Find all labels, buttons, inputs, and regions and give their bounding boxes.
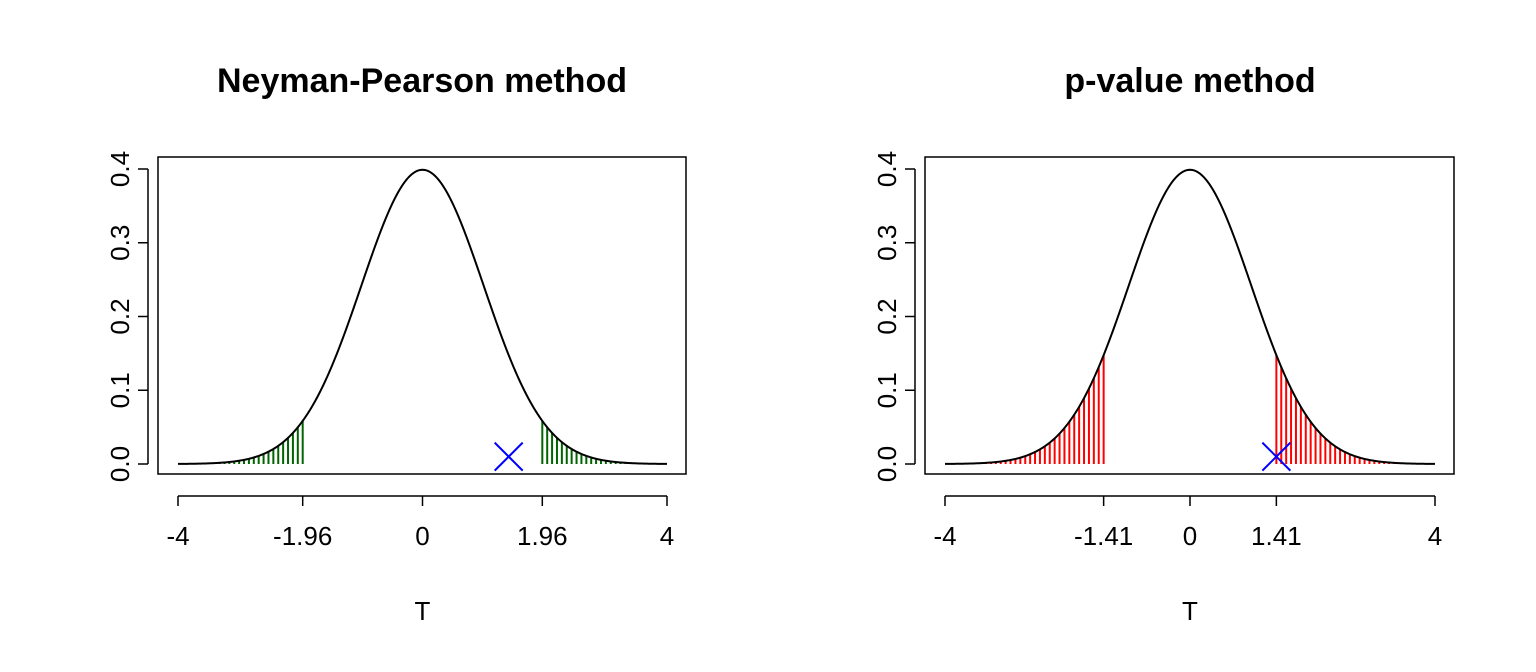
y-tick-label: 0.0 (872, 446, 902, 482)
y-tick-label: 0.4 (872, 151, 902, 187)
y-axis: 0.0 0.1 0.2 0.3 0.4 (872, 151, 916, 482)
x-tick-label: 4 (660, 521, 674, 551)
x-axis: -4 -1.41 0 1.41 4 T (933, 495, 1442, 626)
x-tick-label: 4 (1428, 521, 1442, 551)
plot-frame (924, 156, 1455, 475)
y-tick-label: 0.3 (872, 225, 902, 261)
x-axis: -4 -1.96 0 1.96 4 T (166, 495, 674, 626)
x-tick-label: -1.41 (1074, 521, 1133, 551)
shaded-region-right (541, 420, 666, 464)
x-tick-label: 0 (1183, 521, 1197, 551)
y-tick-label: 0.3 (105, 225, 135, 261)
y-tick-label: 0.1 (872, 372, 902, 408)
marker-stroke (493, 441, 524, 472)
y-tick-label: 0.4 (105, 151, 135, 187)
y-tick-label: 0.1 (105, 372, 135, 408)
x-axis-label: T (415, 596, 431, 626)
panel-p-value: p-value method -4 -1.41 0 1.41 4 T 0.0 0.1 0.2 0.3… (872, 62, 1455, 626)
y-tick-label: 0.2 (872, 298, 902, 334)
panel-neyman-pearson: Neyman-Pearson method-4 -1.96 0 1.96 4T0.00.… (105, 62, 687, 626)
x-tick-label: -4 (166, 521, 189, 551)
y-tick-label: 0.2 (105, 298, 135, 334)
density-curve (177, 168, 668, 465)
x-tick-label: 0 (415, 521, 429, 551)
x-tick-label: -4 (933, 521, 956, 551)
chart-title: p-value method (1064, 62, 1315, 100)
density-curve (944, 168, 1436, 465)
x-tick-label: 1.96 (517, 521, 568, 551)
observed-statistic-marker (1261, 441, 1292, 472)
y-tick-label: 0.0 (105, 446, 135, 482)
x-tick-label: -1.96 (273, 521, 332, 551)
x-tick-label: 1.41 (1251, 521, 1302, 551)
marker-stroke (1261, 441, 1292, 472)
shaded-region-left (179, 420, 304, 464)
shaded-region-left (945, 355, 1105, 464)
x-axis-label: T (1182, 596, 1198, 626)
shaded-region-right (1275, 355, 1435, 464)
observed-statistic-marker (493, 441, 524, 472)
plot-frame (157, 156, 687, 475)
y-axis: 0.0 0.1 0.2 0.3 0.4 (105, 151, 149, 482)
chart-title: Neyman-Pearson method (217, 62, 627, 100)
